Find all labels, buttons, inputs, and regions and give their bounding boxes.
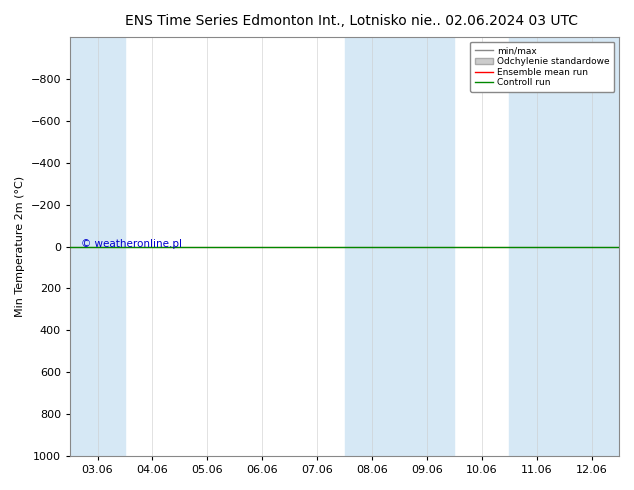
Text: © weatheronline.pl: © weatheronline.pl: [81, 240, 182, 249]
Legend: min/max, Odchylenie standardowe, Ensemble mean run, Controll run: min/max, Odchylenie standardowe, Ensembl…: [470, 42, 614, 92]
Bar: [70, 37, 125, 456]
Text: ENS Time Series Edmonton Int., Lotnisko: ENS Time Series Edmonton Int., Lotnisko: [126, 14, 407, 28]
Text: nie.. 02.06.2024 03 UTC: nie.. 02.06.2024 03 UTC: [411, 14, 578, 28]
Bar: [344, 37, 399, 456]
Bar: [70, 37, 79, 456]
Bar: [399, 37, 455, 456]
Bar: [509, 37, 564, 456]
Y-axis label: Min Temperature 2m (°C): Min Temperature 2m (°C): [15, 176, 25, 317]
Bar: [564, 37, 619, 456]
